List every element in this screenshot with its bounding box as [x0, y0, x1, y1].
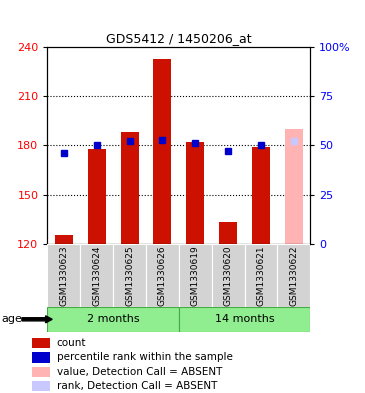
Text: 2 months: 2 months: [87, 314, 139, 324]
Bar: [212, 244, 245, 307]
Text: rank, Detection Call = ABSENT: rank, Detection Call = ABSENT: [57, 381, 217, 391]
Text: GSM1330626: GSM1330626: [158, 246, 167, 306]
Bar: [32, 338, 50, 348]
Bar: [146, 244, 179, 307]
Bar: [55, 235, 73, 244]
Bar: [80, 244, 113, 307]
Bar: [32, 352, 50, 362]
Bar: [252, 147, 270, 244]
Text: GSM1330620: GSM1330620: [224, 246, 233, 306]
Bar: [277, 244, 310, 307]
Text: GSM1330622: GSM1330622: [289, 246, 298, 306]
Bar: [179, 244, 212, 307]
Text: GSM1330625: GSM1330625: [125, 246, 134, 306]
Text: percentile rank within the sample: percentile rank within the sample: [57, 353, 233, 362]
Bar: [120, 132, 139, 244]
Bar: [245, 244, 277, 307]
Text: count: count: [57, 338, 87, 348]
Text: GSM1330619: GSM1330619: [191, 246, 200, 306]
Bar: [32, 381, 50, 391]
Bar: [113, 244, 146, 307]
Bar: [179, 307, 310, 332]
Text: age: age: [2, 314, 23, 324]
Text: GSM1330624: GSM1330624: [92, 246, 101, 306]
Text: GSM1330623: GSM1330623: [59, 246, 68, 306]
Bar: [219, 222, 237, 244]
Bar: [88, 149, 106, 244]
Bar: [285, 129, 303, 244]
Bar: [32, 367, 50, 377]
Text: GSM1330621: GSM1330621: [257, 246, 265, 306]
Bar: [186, 142, 204, 244]
Bar: [153, 59, 172, 244]
Text: value, Detection Call = ABSENT: value, Detection Call = ABSENT: [57, 367, 222, 376]
Title: GDS5412 / 1450206_at: GDS5412 / 1450206_at: [106, 31, 251, 44]
Text: 14 months: 14 months: [215, 314, 274, 324]
Bar: [47, 244, 80, 307]
Bar: [47, 307, 179, 332]
